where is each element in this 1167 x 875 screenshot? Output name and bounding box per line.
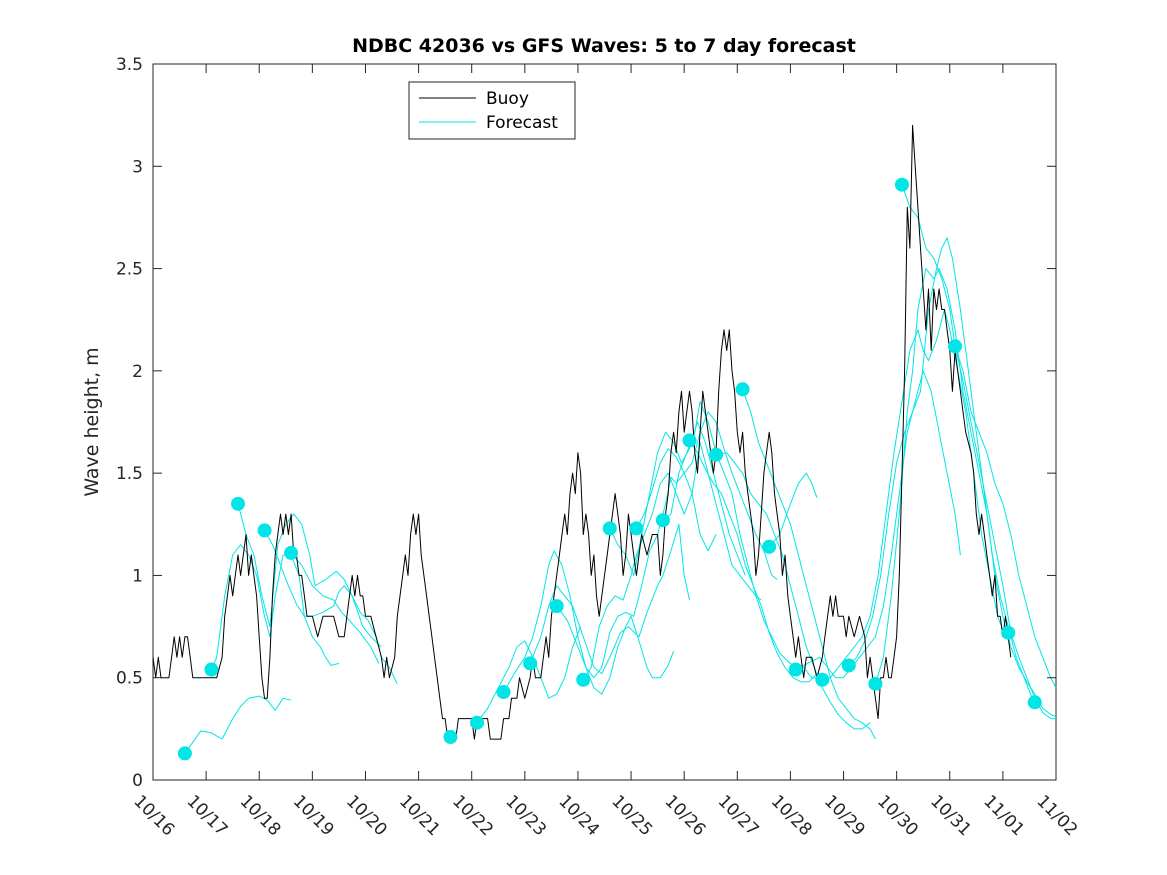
legend: Buoy Forecast bbox=[408, 81, 576, 140]
plot-area bbox=[152, 63, 1057, 781]
forecast-marker bbox=[230, 496, 245, 511]
legend-box bbox=[408, 81, 576, 140]
legend-label-forecast: Forecast bbox=[486, 113, 558, 133]
y-tick-label: 3 bbox=[132, 157, 143, 177]
marker-layer bbox=[177, 177, 1042, 761]
series-line-forecast bbox=[529, 523, 690, 675]
y-axis: 0 0.5 1 1.5 2 2.5 3 3.5 bbox=[116, 55, 1056, 791]
forecast-marker bbox=[655, 513, 670, 528]
series-line-forecast bbox=[715, 452, 871, 730]
y-tick-label: 2 bbox=[132, 362, 143, 382]
series-line-forecast bbox=[264, 530, 382, 648]
series-line-forecast bbox=[848, 237, 1033, 699]
forecast-marker bbox=[815, 672, 830, 687]
forecast-marker bbox=[735, 382, 750, 397]
series-line-forecast bbox=[290, 552, 380, 664]
series-line-forecast bbox=[795, 370, 961, 679]
y-tick-label: 0 bbox=[132, 771, 143, 791]
forecast-marker bbox=[788, 662, 803, 677]
forecast-marker bbox=[894, 177, 909, 192]
forecast-marker bbox=[682, 433, 697, 448]
series-line-forecast bbox=[689, 440, 818, 683]
forecast-marker bbox=[1027, 695, 1042, 710]
chart-title: NDBC 42036 vs GFS Waves: 5 to 7 day fore… bbox=[352, 35, 856, 57]
series-line-forecast bbox=[210, 544, 340, 670]
series-line-forecast bbox=[184, 695, 292, 754]
y-tick-label: 1 bbox=[132, 566, 143, 586]
forecast-marker bbox=[443, 730, 458, 745]
legend-label-buoy: Buoy bbox=[486, 89, 529, 109]
y-tick-label: 2.5 bbox=[116, 260, 143, 280]
series-line-forecast bbox=[237, 503, 398, 685]
series-line-forecast bbox=[635, 411, 778, 580]
y-axis-label: Wave height, m bbox=[81, 347, 103, 496]
forecast-marker bbox=[709, 447, 724, 462]
forecast-marker bbox=[948, 339, 963, 354]
forecast-marker bbox=[629, 521, 644, 536]
forecast-marker bbox=[177, 746, 192, 761]
series-line-forecast bbox=[503, 550, 675, 695]
series-line-forecast bbox=[609, 421, 746, 576]
forecast-marker bbox=[762, 539, 777, 554]
forecast-marker bbox=[470, 715, 485, 730]
forecast-marker bbox=[496, 685, 511, 700]
series-line-forecast bbox=[954, 346, 1056, 720]
forecast-marker bbox=[284, 545, 299, 560]
forecast-marker bbox=[576, 672, 591, 687]
series-line-forecast bbox=[874, 268, 1057, 718]
forecast-marker bbox=[523, 656, 538, 671]
series-line-forecast bbox=[582, 442, 762, 681]
forecast-marker bbox=[868, 676, 883, 691]
y-tick-label: 1.5 bbox=[116, 464, 143, 484]
series-line-forecast bbox=[901, 184, 1057, 689]
y-tick-label: 3.5 bbox=[116, 55, 143, 75]
forecast-marker bbox=[549, 599, 564, 614]
forecast-marker bbox=[1001, 625, 1016, 640]
y-tick-label: 0.5 bbox=[116, 669, 143, 689]
forecast-marker bbox=[841, 658, 856, 673]
forecast-marker bbox=[257, 523, 272, 538]
forecast-marker bbox=[204, 662, 219, 677]
forecast-marker bbox=[602, 521, 617, 536]
